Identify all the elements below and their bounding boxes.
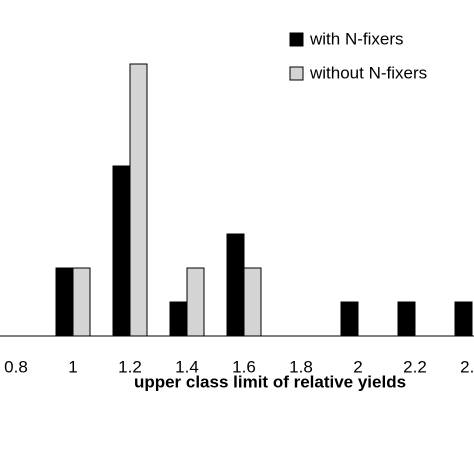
x-tick-label: 2.4 [460,357,474,376]
legend-swatch [289,66,304,81]
bar [129,63,148,337]
bar [169,301,188,337]
x-tick-label: 2 [353,357,362,376]
bar [55,267,74,337]
x-tick-label: 0.8 [4,357,28,376]
legend-label: without N-fixers [309,63,427,82]
legend-swatch [289,32,304,47]
x-axis-title: upper class limit of relative yields [134,372,406,391]
x-tick-label: 1.8 [289,357,313,376]
bar [397,301,416,337]
bar [112,165,131,337]
bar [186,267,205,337]
bar [72,267,91,337]
x-tick-label: 2.2 [403,357,427,376]
x-tick-label: 1 [68,357,77,376]
x-tick-label: 1.2 [118,357,142,376]
bar [454,301,473,337]
bar [243,267,262,337]
x-tick-label: 1.4 [175,357,199,376]
bar [226,233,245,337]
bar [340,301,359,337]
legend-label: with N-fixers [309,29,404,48]
x-tick-label: 1.6 [232,357,256,376]
